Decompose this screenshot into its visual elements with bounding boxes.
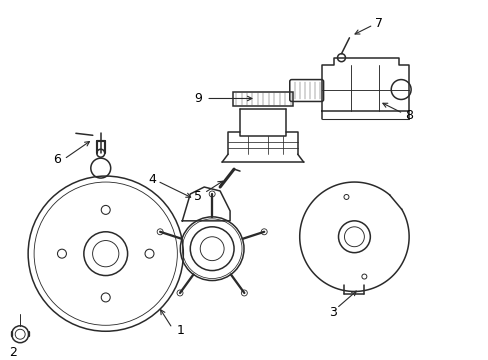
Text: 7: 7 — [374, 17, 383, 30]
Text: 9: 9 — [194, 92, 202, 105]
Bar — [233, 91, 292, 107]
Text: 1: 1 — [176, 324, 184, 337]
Text: 8: 8 — [404, 109, 412, 122]
Text: 4: 4 — [148, 172, 156, 185]
Text: 5: 5 — [194, 190, 202, 203]
Text: 2: 2 — [9, 346, 17, 359]
Text: 3: 3 — [328, 306, 336, 319]
Text: 6: 6 — [53, 153, 61, 166]
